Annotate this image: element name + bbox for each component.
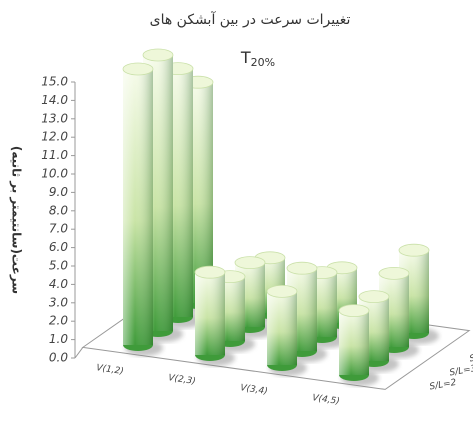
cylinder-top	[194, 265, 226, 279]
y-tick-label: 13.0	[41, 111, 68, 125]
cylinder-top	[234, 256, 266, 270]
y-tick-label: 12.0	[41, 130, 68, 144]
legend-label: S/L=3	[449, 364, 473, 379]
cylinder	[266, 284, 307, 376]
y-tick-label: 3.0	[49, 295, 68, 309]
y-tick-label: 4.0	[49, 277, 68, 291]
y-axis-label: سرعت(سانتیمتر بر ثانیه)	[10, 146, 24, 294]
cylinder-top	[266, 284, 298, 298]
cylinder-top	[358, 290, 390, 304]
chart-title: تغییرات سرعت در بین آبشکن های	[150, 11, 351, 28]
cylinder-shade	[339, 310, 369, 375]
y-tick-label: 0.0	[49, 351, 68, 365]
cylinder-shade	[195, 272, 225, 355]
subtitle-sub: 20%	[251, 56, 275, 69]
y-tick-label: 15.0	[41, 75, 68, 89]
x-tick-label: V(1,2)	[96, 363, 125, 377]
cylinder	[194, 265, 235, 366]
x-tick-label: V(2,3)	[168, 373, 197, 387]
cylinder-top	[142, 48, 174, 62]
cylinder-top	[378, 266, 410, 280]
x-tick-label: V(3,4)	[240, 383, 269, 397]
cylinder-top	[286, 261, 318, 275]
chart-subtitle: T20%	[240, 48, 275, 70]
cylinder	[338, 304, 379, 386]
y-tick-label: 7.0	[49, 222, 68, 236]
y-tick-label: 10.0	[41, 167, 68, 181]
y-tick-label: 8.0	[49, 203, 68, 217]
cylinder	[122, 62, 163, 356]
y-tick-label: 14.0	[41, 93, 68, 107]
x-tick-label: V(4,5)	[312, 393, 341, 407]
y-tick-label: 11.0	[41, 148, 68, 162]
cylinder-top	[398, 243, 430, 257]
y-tick-label: 9.0	[49, 185, 68, 199]
cylinder-shade	[267, 291, 297, 365]
y-tick-label: 6.0	[49, 240, 68, 254]
subtitle-main: T	[240, 48, 251, 67]
legend-label: S/L=2	[429, 378, 458, 393]
legend-label: S/L=4	[469, 350, 473, 365]
y-tick-label: 2.0	[49, 314, 68, 328]
y-tick-label: 1.0	[49, 332, 68, 346]
cylinder-top	[122, 62, 154, 76]
cylinder-shade	[123, 69, 153, 345]
cylinder-top	[338, 304, 370, 318]
floor-edge	[74, 347, 84, 359]
y-tick-label: 5.0	[49, 259, 68, 273]
